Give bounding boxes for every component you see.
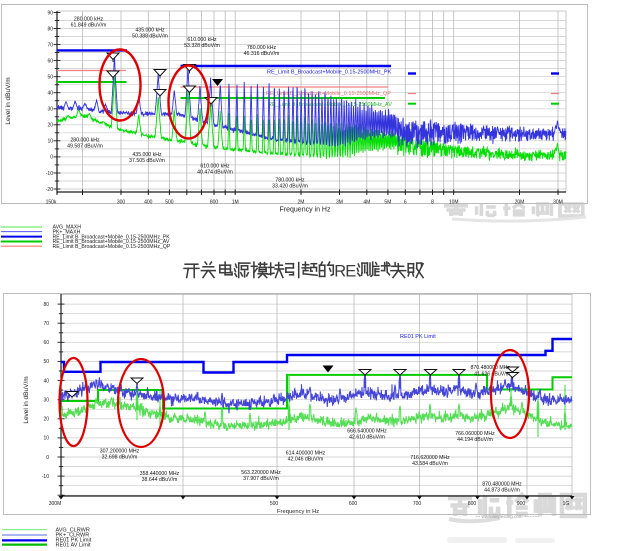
- svg-text:43.584 dBuV/m: 43.584 dBuV/m: [412, 461, 448, 467]
- svg-text:60: 60: [47, 58, 53, 64]
- svg-text:280.000 kHz: 280.000 kHz: [74, 17, 104, 23]
- svg-text:33.420 dBuV/m: 33.420 dBuV/m: [272, 184, 308, 190]
- svg-text:40: 40: [47, 91, 53, 97]
- svg-text:AVG_CLRWR: AVG_CLRWR: [56, 528, 90, 534]
- svg-text:37.505 dBuV/m: 37.505 dBuV/m: [129, 158, 165, 164]
- svg-text:40.474 dBuV/m: 40.474 dBuV/m: [197, 170, 233, 176]
- svg-text:300M: 300M: [49, 501, 62, 507]
- svg-text:Frequency in Hz: Frequency in Hz: [280, 207, 331, 214]
- svg-text:30M: 30M: [553, 200, 563, 206]
- svg-text:700: 700: [413, 501, 422, 507]
- svg-text:-10: -10: [46, 171, 53, 177]
- svg-text:61.849 dBuV/m: 61.849 dBuV/m: [71, 23, 107, 29]
- svg-text:RE01 PK Limit: RE01 PK Limit: [400, 334, 436, 340]
- svg-text:10: 10: [43, 436, 49, 442]
- svg-text:38.644 dBuV/m: 38.644 dBuV/m: [142, 477, 178, 483]
- svg-text:20: 20: [43, 417, 49, 423]
- svg-text:307.200000 MHz: 307.200000 MHz: [100, 449, 140, 455]
- svg-text:70: 70: [43, 321, 49, 327]
- svg-text:30: 30: [43, 398, 49, 404]
- svg-text:RE_Limit B_Broadcast+Mobile_0.: RE_Limit B_Broadcast+Mobile_0.15-2500MHz…: [267, 70, 392, 76]
- svg-text:44.873 dBuV/m: 44.873 dBuV/m: [484, 488, 520, 494]
- svg-text:53.328 dBuV/m: 53.328 dBuV/m: [184, 43, 220, 49]
- svg-text:50: 50: [43, 359, 49, 365]
- svg-text:4M: 4M: [363, 200, 370, 206]
- svg-text:435.000 kHz: 435.000 kHz: [135, 28, 165, 34]
- svg-text:Level in dBuV/m: Level in dBuV/m: [5, 77, 12, 124]
- svg-text:614.400000 MHz: 614.400000 MHz: [286, 451, 326, 457]
- svg-text:610.000 kHz: 610.000 kHz: [187, 37, 217, 43]
- svg-text:80: 80: [43, 302, 49, 308]
- svg-text:32.698 dBuV/m: 32.698 dBuV/m: [102, 455, 138, 461]
- svg-text:AVG_MAXH: AVG_MAXH: [53, 225, 82, 231]
- svg-text:435.000 kHz: 435.000 kHz: [132, 152, 162, 158]
- svg-text:5M: 5M: [384, 200, 391, 206]
- svg-text:6: 6: [404, 200, 407, 206]
- svg-text:10: 10: [47, 139, 53, 145]
- svg-text:280.000 kHz: 280.000 kHz: [70, 138, 100, 144]
- svg-text:40: 40: [43, 378, 49, 384]
- svg-text:870.480000 MHz: 870.480000 MHz: [482, 482, 522, 488]
- svg-text:R: R: [334, 262, 346, 280]
- svg-text:500: 500: [165, 200, 174, 206]
- svg-text:800: 800: [468, 501, 477, 507]
- svg-text:50: 50: [47, 75, 53, 81]
- svg-text:2M: 2M: [298, 200, 305, 206]
- svg-text:780.000 kHz: 780.000 kHz: [247, 45, 277, 51]
- svg-text:1G: 1G: [563, 501, 570, 507]
- svg-text:300: 300: [117, 200, 126, 206]
- svg-text:70: 70: [47, 42, 53, 48]
- svg-text:E: E: [345, 262, 356, 280]
- svg-text:49.587 dBuV/m: 49.587 dBuV/m: [67, 144, 103, 150]
- svg-text:RE_Limit B_Broadcast+Mobile_0.: RE_Limit B_Broadcast+Mobile_0.15-2500MHz…: [266, 91, 391, 97]
- svg-text:~~ www.anytesting.com ~~~~~~: ~~ www.anytesting.com ~~~~~~: [475, 514, 540, 519]
- svg-text:610.000 kHz: 610.000 kHz: [200, 164, 230, 170]
- svg-text:37.907 dBuV/m: 37.907 dBuV/m: [243, 476, 279, 482]
- svg-text:1M: 1M: [232, 200, 239, 206]
- svg-text:900: 900: [517, 501, 526, 507]
- svg-text:50.388 dBuV/m: 50.388 dBuV/m: [132, 34, 168, 40]
- svg-text:8: 8: [431, 200, 434, 206]
- svg-text:10M: 10M: [449, 200, 459, 206]
- svg-text:44.194 dBuV/m: 44.194 dBuV/m: [457, 437, 493, 443]
- svg-text:46.316 dBuV/m: 46.316 dBuV/m: [244, 51, 280, 57]
- svg-text:90: 90: [47, 10, 53, 16]
- svg-text:563.220000 MHz: 563.220000 MHz: [241, 470, 281, 476]
- svg-text:150k: 150k: [46, 200, 57, 206]
- svg-text:20M: 20M: [515, 200, 525, 206]
- svg-text:60: 60: [43, 340, 49, 346]
- svg-text:30: 30: [47, 107, 53, 113]
- svg-text:870.480000 MHz: 870.480000 MHz: [470, 365, 510, 371]
- svg-text:-20: -20: [46, 187, 53, 193]
- svg-text:80: 80: [47, 26, 53, 32]
- svg-text:500: 500: [270, 501, 279, 507]
- svg-text:3M: 3M: [336, 200, 343, 206]
- svg-text:358.440000 MHz: 358.440000 MHz: [140, 471, 180, 477]
- svg-text:766.060000 MHz: 766.060000 MHz: [455, 431, 495, 437]
- svg-text:RE_Limit B_Broadcast+Mobile_0.: RE_Limit B_Broadcast+Mobile_0.15-2500MHz…: [53, 239, 170, 245]
- svg-text:RE01 PK Limit: RE01 PK Limit: [56, 538, 92, 544]
- svg-text:800: 800: [210, 200, 219, 206]
- svg-text:PK+_MAXH: PK+_MAXH: [53, 229, 81, 235]
- svg-text:0: 0: [50, 155, 53, 161]
- svg-text:RE_Limit B_Broadcast+Mobile_0.: RE_Limit B_Broadcast+Mobile_0.15-2500MHz…: [53, 234, 171, 240]
- svg-text:20: 20: [47, 123, 53, 129]
- svg-text:RE_Limit B_Broadcast+Mobile_0.: RE_Limit B_Broadcast+Mobile_0.15-2500MHz…: [268, 102, 392, 108]
- svg-text:42.046 dBuV/m: 42.046 dBuV/m: [288, 457, 324, 463]
- svg-text:0: 0: [46, 455, 49, 461]
- svg-text:780.000 kHz: 780.000 kHz: [275, 178, 305, 184]
- svg-text:Level in dBuV/m: Level in dBuV/m: [23, 376, 30, 423]
- svg-text:666.640000 MHz: 666.640000 MHz: [347, 429, 387, 435]
- svg-text:600: 600: [349, 501, 358, 507]
- svg-text:RE_Limit B_Broadcast+Mobile_0.: RE_Limit B_Broadcast+Mobile_0.15-2500MHz…: [53, 244, 171, 250]
- svg-text:716.620000 MHz: 716.620000 MHz: [410, 455, 450, 461]
- svg-text:RE01 AV Limit: RE01 AV Limit: [56, 543, 92, 549]
- svg-text:PK+_CLRWR: PK+_CLRWR: [56, 533, 90, 539]
- svg-text:Frequency in Hz: Frequency in Hz: [277, 509, 319, 515]
- svg-text:400: 400: [144, 200, 153, 206]
- svg-text:42.610 dBuV/m: 42.610 dBuV/m: [349, 435, 385, 441]
- svg-text:-10: -10: [42, 474, 49, 480]
